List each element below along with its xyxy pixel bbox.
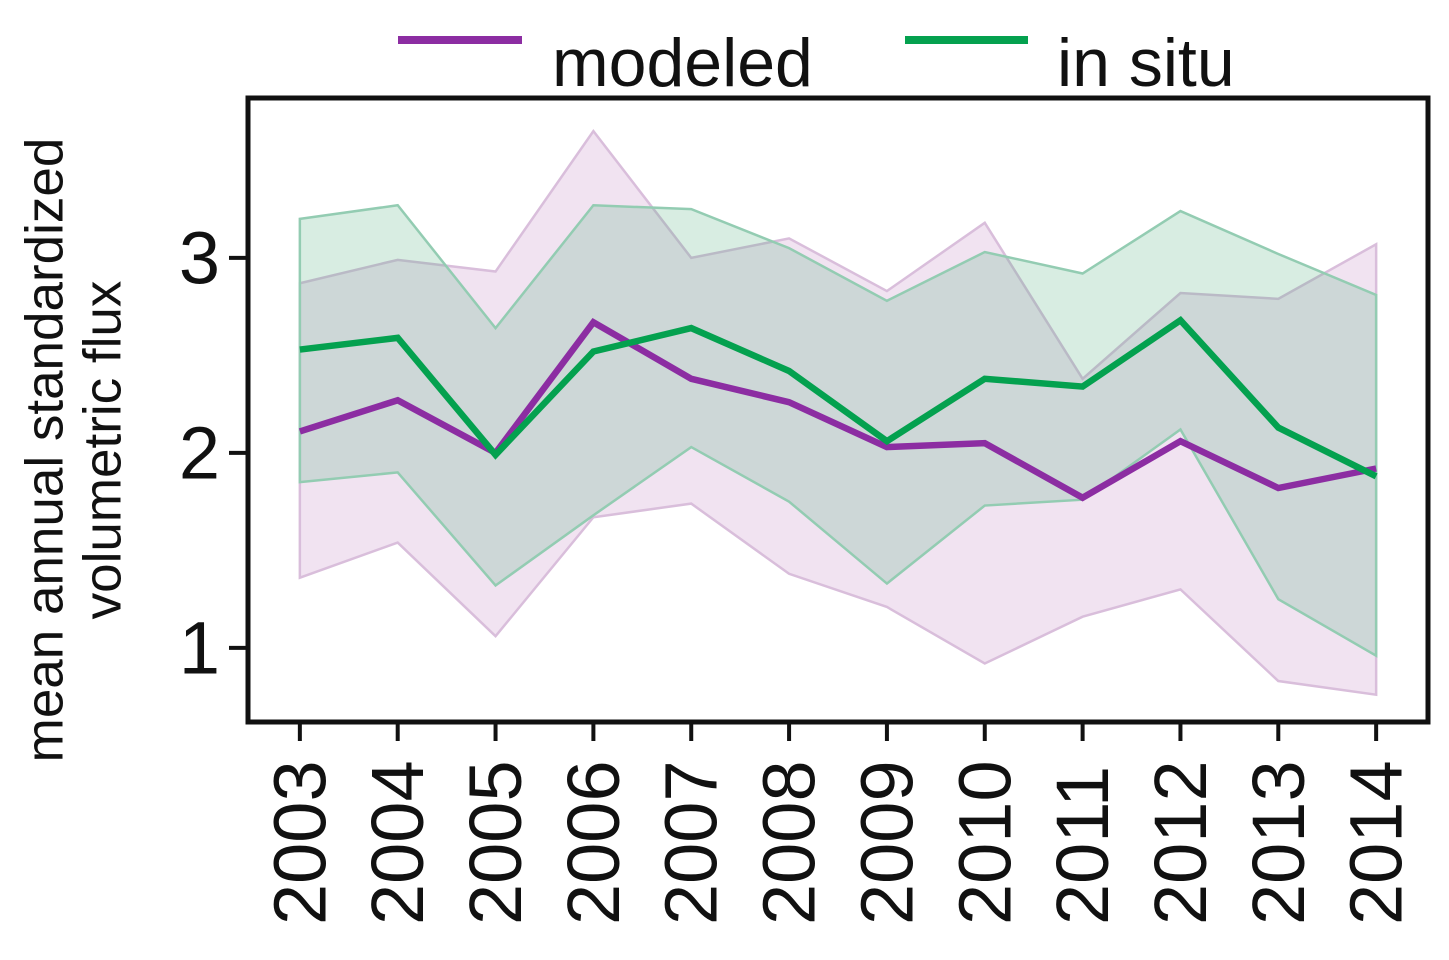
plot-border bbox=[245, 95, 1431, 725]
in situ-line bbox=[299, 316, 1378, 480]
x-tick-label: 2012 bbox=[1139, 760, 1222, 925]
y-axis-labels: 1 2 3 bbox=[179, 216, 220, 689]
x-tick-label: 2010 bbox=[943, 760, 1026, 925]
x-tick-label: 2014 bbox=[1335, 760, 1418, 925]
x-tick-label: 2009 bbox=[845, 760, 928, 925]
modeled-line bbox=[298, 317, 1377, 502]
x-tick-label: 2008 bbox=[748, 760, 831, 925]
y-axis-label-line2: volumetric flux bbox=[74, 281, 133, 620]
modeled-band bbox=[298, 129, 1378, 697]
x-tick-label: 2006 bbox=[552, 760, 635, 925]
legend-label-insitu: in situ bbox=[1057, 25, 1235, 101]
confidence-bands bbox=[298, 129, 1378, 697]
y-tick-label: 3 bbox=[179, 216, 220, 299]
y-axis-ticks bbox=[229, 255, 248, 650]
legend: modeled in situ bbox=[398, 25, 1235, 101]
y-tick-label: 1 bbox=[179, 606, 220, 689]
x-axis-labels: 2003 2004 2005 2006 2007 2008 2009 2010 2011 2012… bbox=[258, 760, 1417, 925]
legend-label-modeled: modeled bbox=[552, 25, 813, 101]
x-tick-label: 2011 bbox=[1041, 766, 1124, 925]
y-axis-label-line1: mean annual standardized bbox=[16, 138, 75, 763]
x-tick-label: 2013 bbox=[1237, 760, 1320, 925]
x-tick-label: 2005 bbox=[454, 760, 537, 925]
x-axis-ticks bbox=[297, 722, 1379, 741]
y-tick-label: 2 bbox=[179, 411, 220, 494]
x-tick-label: 2004 bbox=[356, 760, 439, 925]
in situ-band bbox=[298, 203, 1378, 658]
x-tick-label: 2003 bbox=[258, 760, 341, 925]
series-lines bbox=[298, 316, 1378, 502]
x-tick-label: 2007 bbox=[650, 760, 733, 925]
